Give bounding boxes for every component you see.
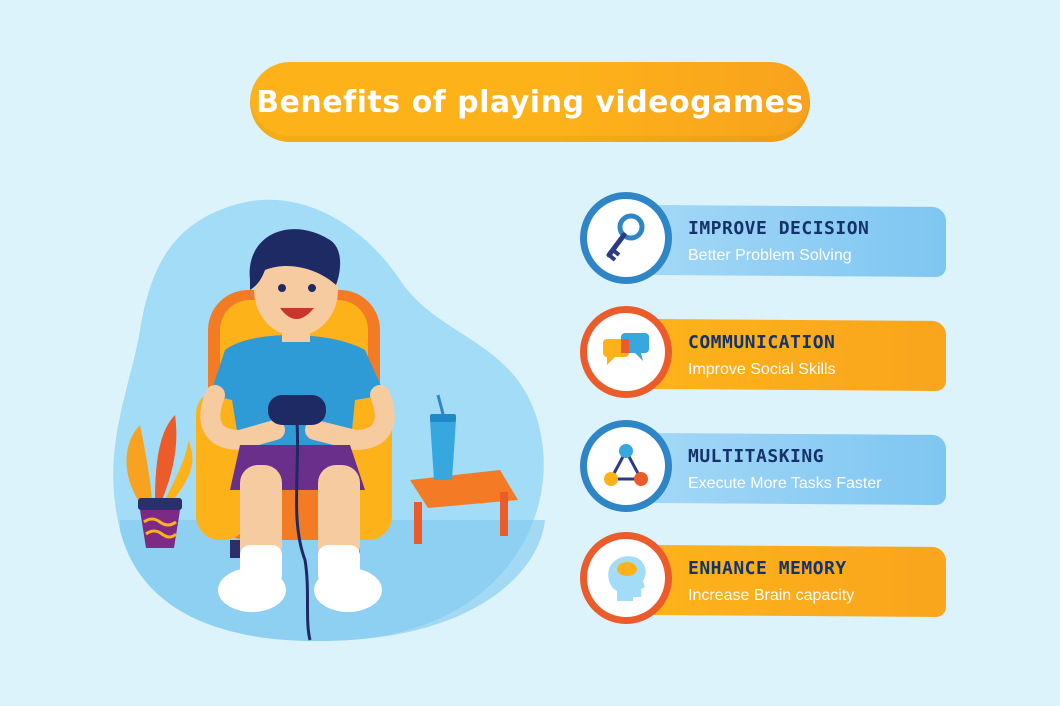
gamer-illustration: [113, 199, 545, 642]
benefit-icon-circle: [580, 192, 672, 284]
head-brain-icon: [608, 556, 646, 601]
benefit-title: IMPROVE DECISION: [688, 218, 870, 239]
plant-icon: [126, 415, 193, 548]
benefit-subtitle: Improve Social Skills: [688, 361, 836, 378]
boy-icon: [200, 229, 395, 641]
benefit-subtitle: Execute More Tasks Faster: [688, 475, 882, 492]
key-icon: [606, 213, 645, 262]
speech-bubbles-icon: [603, 333, 649, 365]
benefit-title: ENHANCE MEMORY: [688, 558, 847, 579]
benefit-title: MULTITASKING: [688, 446, 825, 467]
drink-cup-icon: [430, 394, 456, 480]
title-banner: Benefits of playing videogames: [250, 62, 810, 142]
benefit-row-communication: COMMUNICATION Improve Social Skills: [580, 306, 950, 398]
benefit-title: COMMUNICATION: [688, 332, 836, 353]
benefit-row-multitasking: MULTITASKING Execute More Tasks Faster: [580, 420, 950, 512]
page-title: Benefits of playing videogames: [256, 84, 804, 120]
benefit-subtitle: Increase Brain capacity: [688, 587, 855, 604]
benefit-icon-circle: [580, 420, 672, 512]
network-nodes-icon: [604, 444, 648, 486]
benefit-banner: [650, 318, 946, 392]
benefit-banner: [650, 432, 946, 506]
benefit-icon-circle: [580, 306, 672, 398]
benefit-banner: [650, 204, 946, 278]
benefit-subtitle: Better Problem Solving: [688, 247, 852, 264]
gamepad-icon: [268, 395, 326, 641]
benefit-banner: [650, 544, 946, 618]
benefit-row-improve-decision: IMPROVE DECISION Better Problem Solving: [580, 192, 950, 284]
benefit-row-enhance-memory: ENHANCE MEMORY Increase Brain capacity: [580, 532, 950, 624]
benefit-icon-circle: [580, 532, 672, 624]
